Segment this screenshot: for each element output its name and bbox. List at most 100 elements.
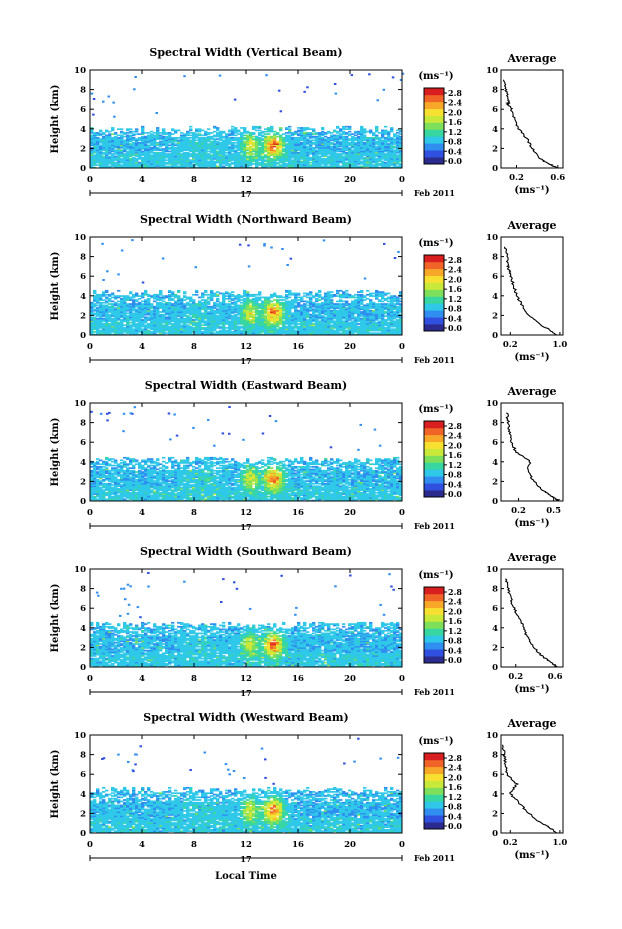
heatmap-cell	[309, 149, 313, 152]
heatmap-cell	[105, 320, 109, 323]
heatmap-cell	[363, 137, 367, 139]
heatmap-cell	[192, 327, 196, 329]
heatmap-cell	[132, 295, 136, 297]
heatmap-cell	[288, 328, 292, 331]
heatmap-cell	[93, 313, 97, 316]
heatmap-cell	[159, 328, 163, 331]
heatmap-cell	[399, 149, 403, 152]
heatmap-cell	[195, 134, 199, 137]
heatmap-cell	[237, 151, 241, 154]
heatmap-cell	[391, 76, 395, 79]
heatmap-cell	[267, 296, 271, 299]
heatmap-cell	[270, 293, 274, 296]
heatmap-cell	[309, 132, 313, 134]
heatmap-cell	[261, 324, 265, 327]
heatmap-cell	[102, 149, 106, 152]
heatmap-cell	[111, 164, 115, 166]
heatmap-cell	[108, 144, 112, 147]
heatmap-cell	[363, 132, 367, 134]
heatmap-cell	[246, 317, 250, 320]
heatmap-cell	[117, 163, 121, 165]
heatmap-cell	[129, 299, 133, 301]
heatmap-cell	[288, 303, 292, 305]
heatmap-cell	[171, 133, 175, 135]
heatmap-cell	[174, 165, 178, 168]
heatmap-cell	[231, 321, 235, 324]
heatmap-cell	[336, 137, 340, 139]
heatmap-cell	[132, 312, 136, 315]
heatmap-cell	[120, 316, 124, 319]
heatmap-cell	[186, 296, 190, 299]
heatmap-cell	[390, 140, 394, 143]
heatmap-cell	[189, 327, 193, 329]
heatmap-cell	[111, 321, 115, 324]
heatmap-cell	[219, 319, 223, 321]
heatmap-cell	[126, 158, 130, 160]
heatmap-cell	[228, 309, 232, 312]
heatmap-cell	[240, 313, 244, 316]
heatmap-cell	[117, 155, 121, 158]
heatmap-cell	[219, 320, 223, 323]
heatmap-cell	[345, 164, 349, 166]
heatmap-cell	[150, 315, 154, 317]
heatmap-cell	[189, 307, 193, 309]
heatmap-cell	[153, 317, 157, 320]
heatmap-cell	[165, 305, 169, 308]
heatmap-cell	[264, 139, 268, 142]
heatmap-cell	[180, 329, 184, 332]
heatmap-cell	[336, 146, 340, 149]
average-y-tick-label: 2	[492, 144, 498, 154]
heatmap-cell	[243, 155, 247, 158]
heatmap-cell	[183, 291, 187, 293]
heatmap-cell	[123, 144, 127, 147]
heatmap-cell	[144, 313, 148, 316]
heatmap-cell	[183, 331, 187, 333]
heatmap-cell	[111, 305, 115, 308]
heatmap-cell	[261, 323, 265, 325]
heatmap-cell	[390, 150, 394, 153]
heatmap-cell	[107, 95, 110, 98]
heatmap-cell	[162, 303, 166, 305]
heatmap-cell	[204, 324, 208, 327]
heatmap-cell	[321, 149, 325, 152]
heatmap-cell	[90, 153, 94, 155]
heatmap-cell	[132, 165, 136, 168]
heatmap-cell	[150, 163, 154, 165]
heatmap-cell	[162, 138, 166, 140]
heatmap-cell	[288, 325, 292, 328]
heatmap-cell	[321, 151, 325, 154]
heatmap-cell	[120, 331, 124, 333]
heatmap-cell	[306, 320, 310, 323]
heatmap-cell	[297, 305, 301, 308]
heatmap-cell	[129, 151, 133, 154]
heatmap-cell	[342, 140, 346, 143]
heatmap-cell	[123, 313, 127, 316]
heatmap-cell	[375, 127, 379, 129]
heatmap-cell	[306, 323, 310, 325]
heatmap-cell	[249, 331, 253, 333]
heatmap-cell	[273, 143, 277, 145]
heatmap-cell	[222, 154, 226, 157]
colorbar-segment	[424, 101, 444, 110]
heatmap-cell	[279, 307, 283, 309]
heatmap-cell	[270, 332, 274, 335]
heatmap-cell	[300, 148, 304, 150]
heatmap-cell	[132, 316, 136, 319]
heatmap-cell	[285, 325, 289, 328]
heatmap-cell	[243, 320, 247, 323]
heatmap-cell	[267, 135, 271, 138]
heatmap-cell	[255, 151, 259, 154]
heatmap-cell	[390, 163, 394, 165]
heatmap-cell	[162, 151, 166, 154]
heatmap-cell	[114, 138, 118, 140]
heatmap-cell	[174, 315, 178, 317]
heatmap-cell	[303, 303, 307, 305]
heatmap-cell	[321, 161, 325, 164]
heatmap-cell	[279, 146, 283, 149]
heatmap-cell	[156, 127, 160, 129]
heatmap-cell	[363, 134, 367, 137]
heatmap-cell	[132, 143, 136, 145]
heatmap-cell	[159, 138, 163, 140]
heatmap-cell	[105, 313, 109, 316]
heatmap-cell	[195, 150, 199, 153]
